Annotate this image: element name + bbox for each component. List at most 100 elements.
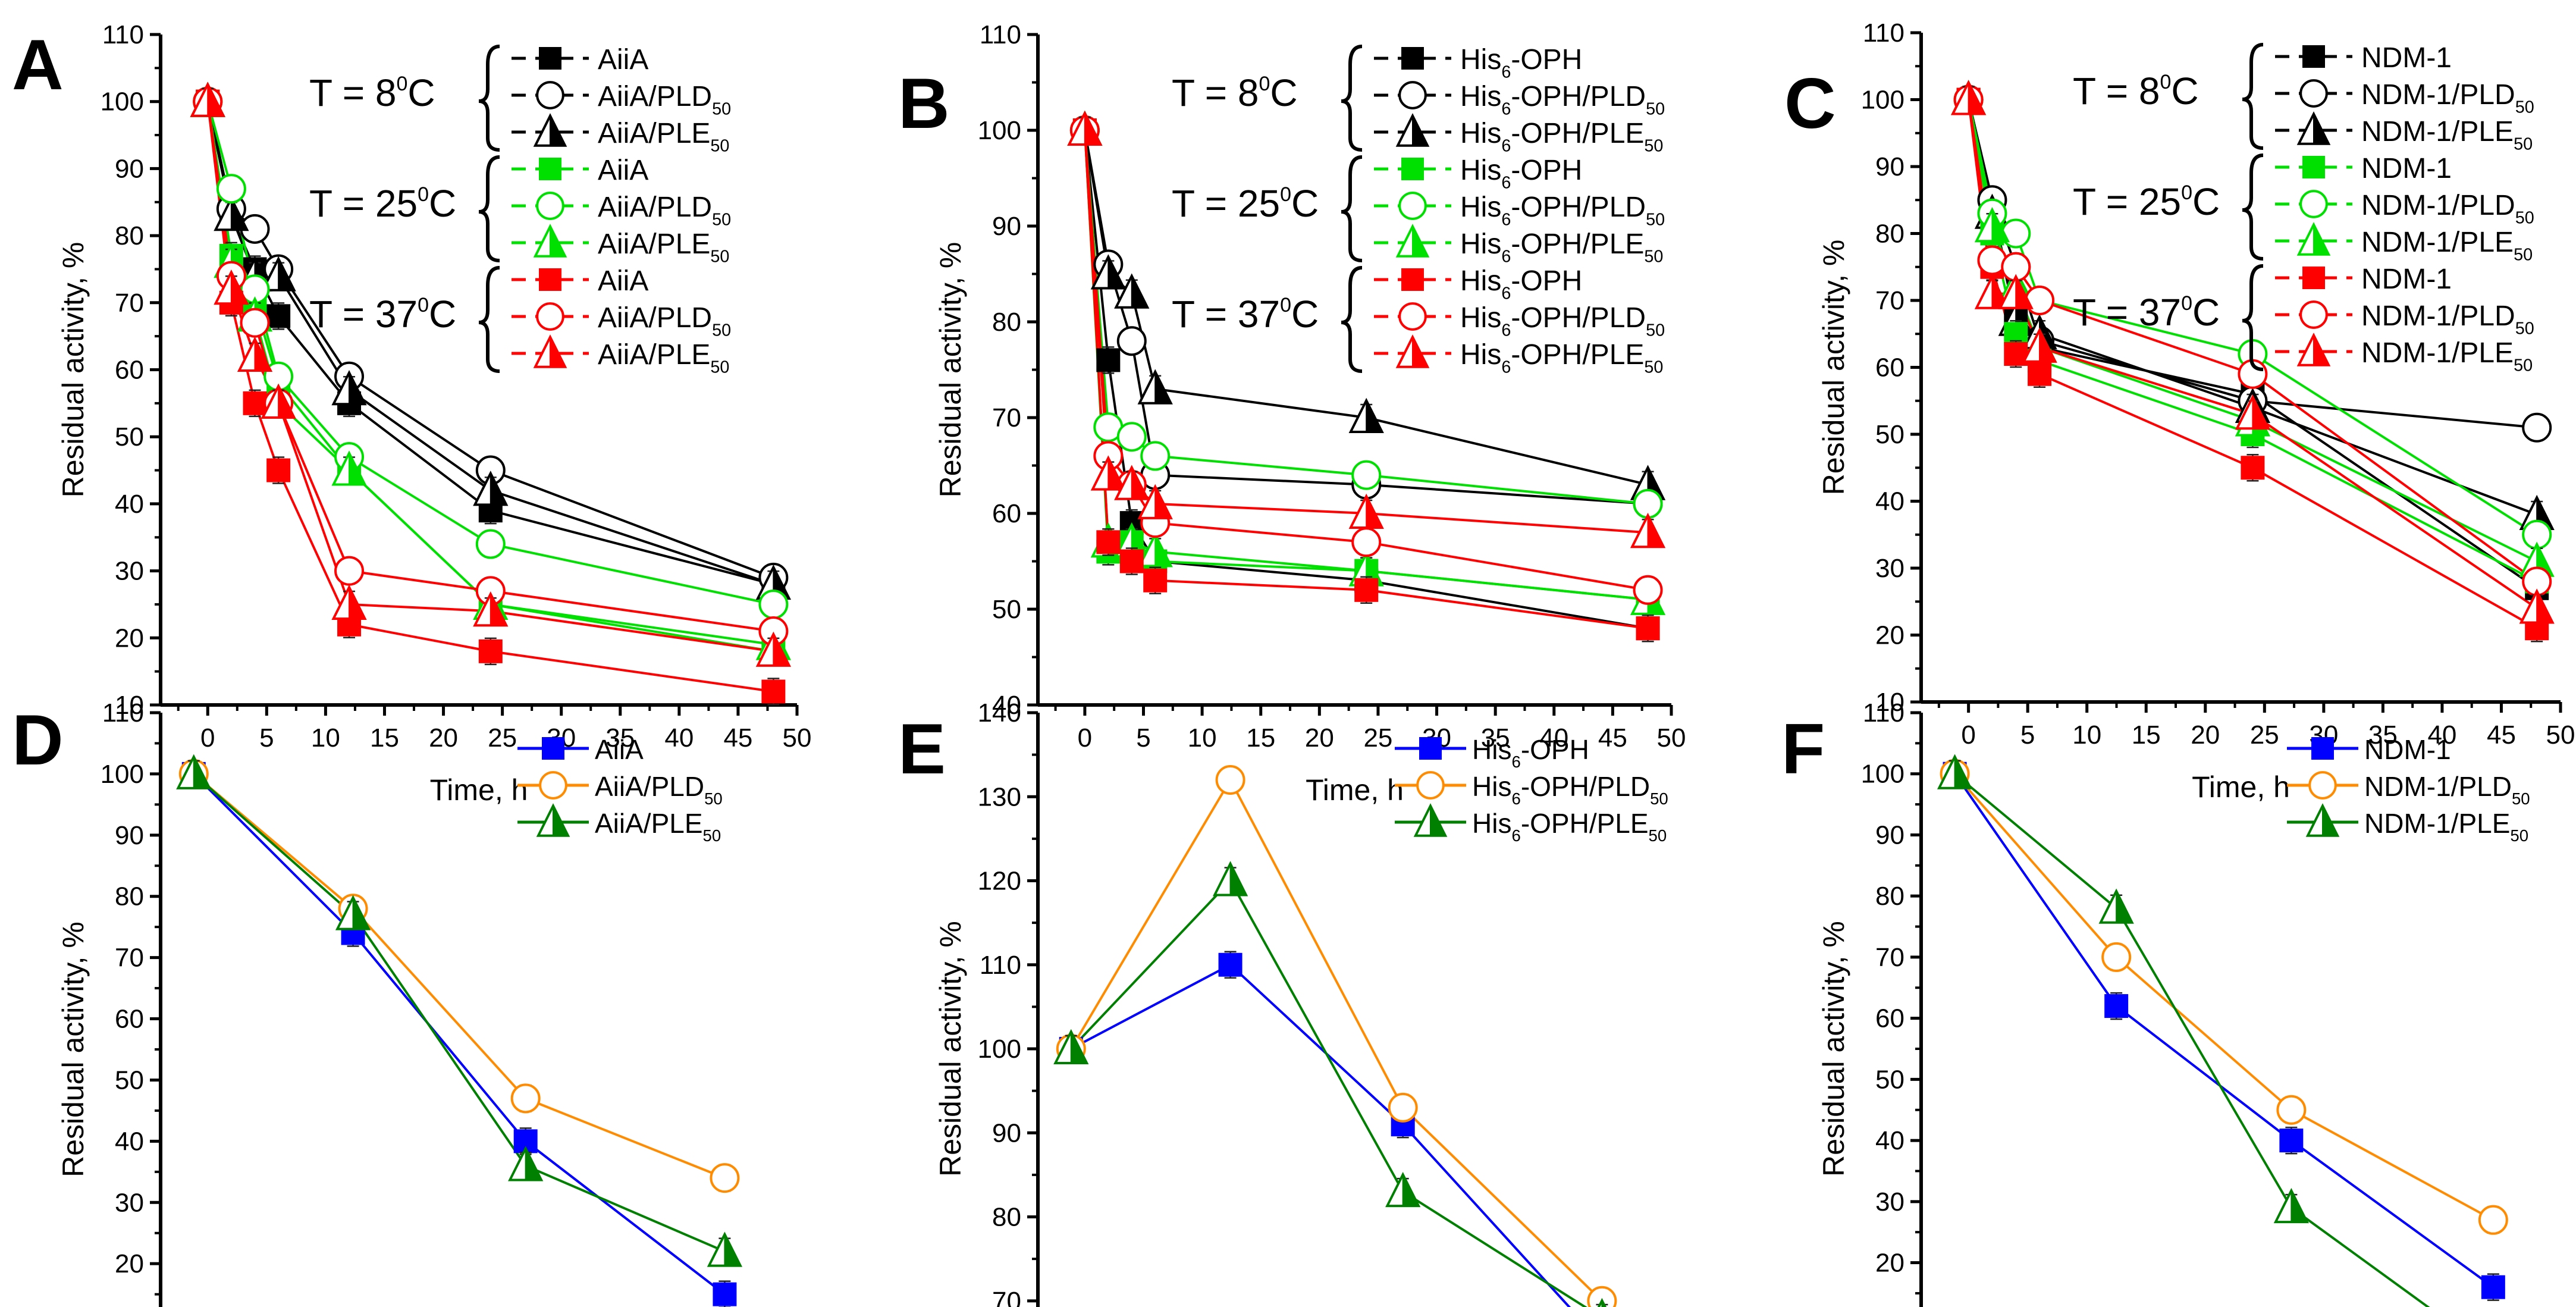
legend-item: AiiA [517, 734, 644, 765]
legend-group-title: T = 80C [309, 71, 435, 114]
data-point [1212, 861, 1248, 897]
legend-label: AiiA [598, 44, 648, 76]
legend-marker [542, 737, 564, 760]
x-tick-label: 0 [1078, 723, 1092, 753]
legend-item: NDM-1/PLE50 [2275, 111, 2533, 153]
panel-D: D010203040506070809010011025303540455055… [12, 698, 743, 1307]
legend-item: NDM-1/PLE50 [2275, 222, 2533, 264]
panel-letter: E [898, 709, 946, 789]
data-point [1218, 952, 1242, 977]
data-point [1354, 578, 1379, 602]
legend-item: AiiA/PLE50 [512, 224, 729, 266]
x-tick-label: 0 [1961, 720, 1975, 750]
legend-marker [2302, 45, 2325, 68]
data-point [2098, 888, 2134, 924]
legend-label: AiiA/PLD50 [598, 81, 731, 118]
y-tick-label: 30 [115, 557, 144, 586]
legend-marker [1401, 268, 1424, 291]
legend: T = 80CHis6-OPHHis6-OPH/PLD50His6-OPH/PL… [1172, 44, 1665, 377]
legend-brace [1341, 266, 1363, 373]
legend-item: AiiA/PLE50 [512, 113, 729, 155]
series-line [1954, 773, 2430, 1307]
x-tick-label: 45 [1598, 723, 1627, 753]
y-tick-label: 60 [115, 356, 144, 385]
panel-letter: D [12, 700, 64, 780]
data-point [214, 196, 249, 231]
data-point [237, 336, 273, 372]
data-point [1090, 254, 1126, 290]
data-point [1597, 1297, 1607, 1307]
y-tick-label: 40 [1875, 1126, 1904, 1155]
panel-letter: F [1781, 709, 1825, 789]
data-point [2478, 1205, 2508, 1235]
data-point [190, 82, 225, 117]
y-tick-label: 40 [1875, 487, 1904, 516]
y-tick-label: 30 [1875, 1187, 1904, 1217]
y-tick-label: 10 [1875, 688, 1904, 717]
legend-marker [2308, 771, 2337, 800]
legend-marker [1398, 192, 1427, 220]
y-tick-label: 100 [978, 1035, 1021, 1064]
x-tick-label: 20 [1305, 723, 1334, 753]
y-tick-label: 110 [102, 20, 144, 49]
y-tick-label: 80 [115, 882, 144, 911]
y-tick-label: 50 [115, 422, 144, 452]
x-tick-label: 40 [664, 723, 694, 753]
x-tick-label: 5 [1136, 723, 1150, 753]
legend-label: AiiA/PLD50 [595, 771, 723, 808]
data-point [508, 1146, 544, 1181]
legend-marker [1398, 302, 1427, 331]
panel-letter: C [1784, 64, 1836, 143]
legend-marker [2305, 803, 2340, 837]
legend-label: His6-OPH/PLE50 [1460, 228, 1663, 266]
y-tick-label: 90 [115, 154, 144, 183]
y-tick-label: 70 [1875, 286, 1904, 315]
legend-label: AiiA/PLE50 [595, 808, 721, 845]
y-tick-label: 90 [1875, 152, 1904, 181]
legend-brace [2242, 153, 2264, 261]
data-point [334, 556, 365, 586]
legend-item: AiiA [512, 155, 648, 186]
y-tick-label: 60 [1875, 1004, 1904, 1033]
y-tick-label: 90 [992, 1118, 1021, 1148]
x-tick-label: 25 [1363, 723, 1392, 753]
series-line [1083, 130, 1648, 505]
data-point [1636, 616, 1660, 641]
y-tick-label: 70 [992, 1287, 1021, 1307]
data-point [1633, 575, 1663, 605]
legend-label: His6-OPH/PLD50 [1460, 192, 1665, 229]
legend-label: His6-OPH/PLD50 [1460, 81, 1665, 118]
y-tick-label: 130 [978, 782, 1021, 811]
data-point [1998, 274, 2034, 309]
legend-marker [539, 47, 561, 70]
legend-marker [2296, 222, 2331, 256]
legend-label: AiiA/PLE50 [598, 118, 729, 155]
data-point [2235, 394, 2271, 430]
y-tick-label: 90 [115, 821, 144, 850]
data-point [2025, 286, 2055, 315]
data-point [243, 391, 267, 415]
legend-item: AiiA/PLE50 [517, 803, 721, 845]
y-tick-label: 80 [992, 308, 1021, 337]
legend-item: NDM-1/PLE50 [2287, 803, 2528, 845]
legend-marker [1419, 737, 1442, 760]
data-point [1116, 422, 1147, 452]
y-tick-label: 10 [115, 691, 144, 720]
data-point [1096, 348, 1121, 372]
y-tick-label: 80 [1875, 882, 1904, 911]
x-tick-label: 20 [2191, 720, 2220, 750]
data-point [1388, 1092, 1418, 1123]
legend-marker [533, 334, 567, 368]
data-point [214, 269, 249, 305]
series-line [193, 773, 726, 1179]
legend-marker [2296, 111, 2331, 145]
legend-label: NDM-1 [2364, 734, 2451, 765]
legend-item: His6-OPH/PLE50 [1374, 113, 1663, 155]
data-point [758, 589, 789, 619]
legend-marker [536, 192, 564, 220]
legend-item: His6-OPH [1374, 265, 1582, 303]
legend-item: NDM-1/PLD50 [2287, 771, 2530, 808]
legend-group-title: T = 250C [309, 182, 456, 225]
legend-marker [539, 158, 561, 180]
